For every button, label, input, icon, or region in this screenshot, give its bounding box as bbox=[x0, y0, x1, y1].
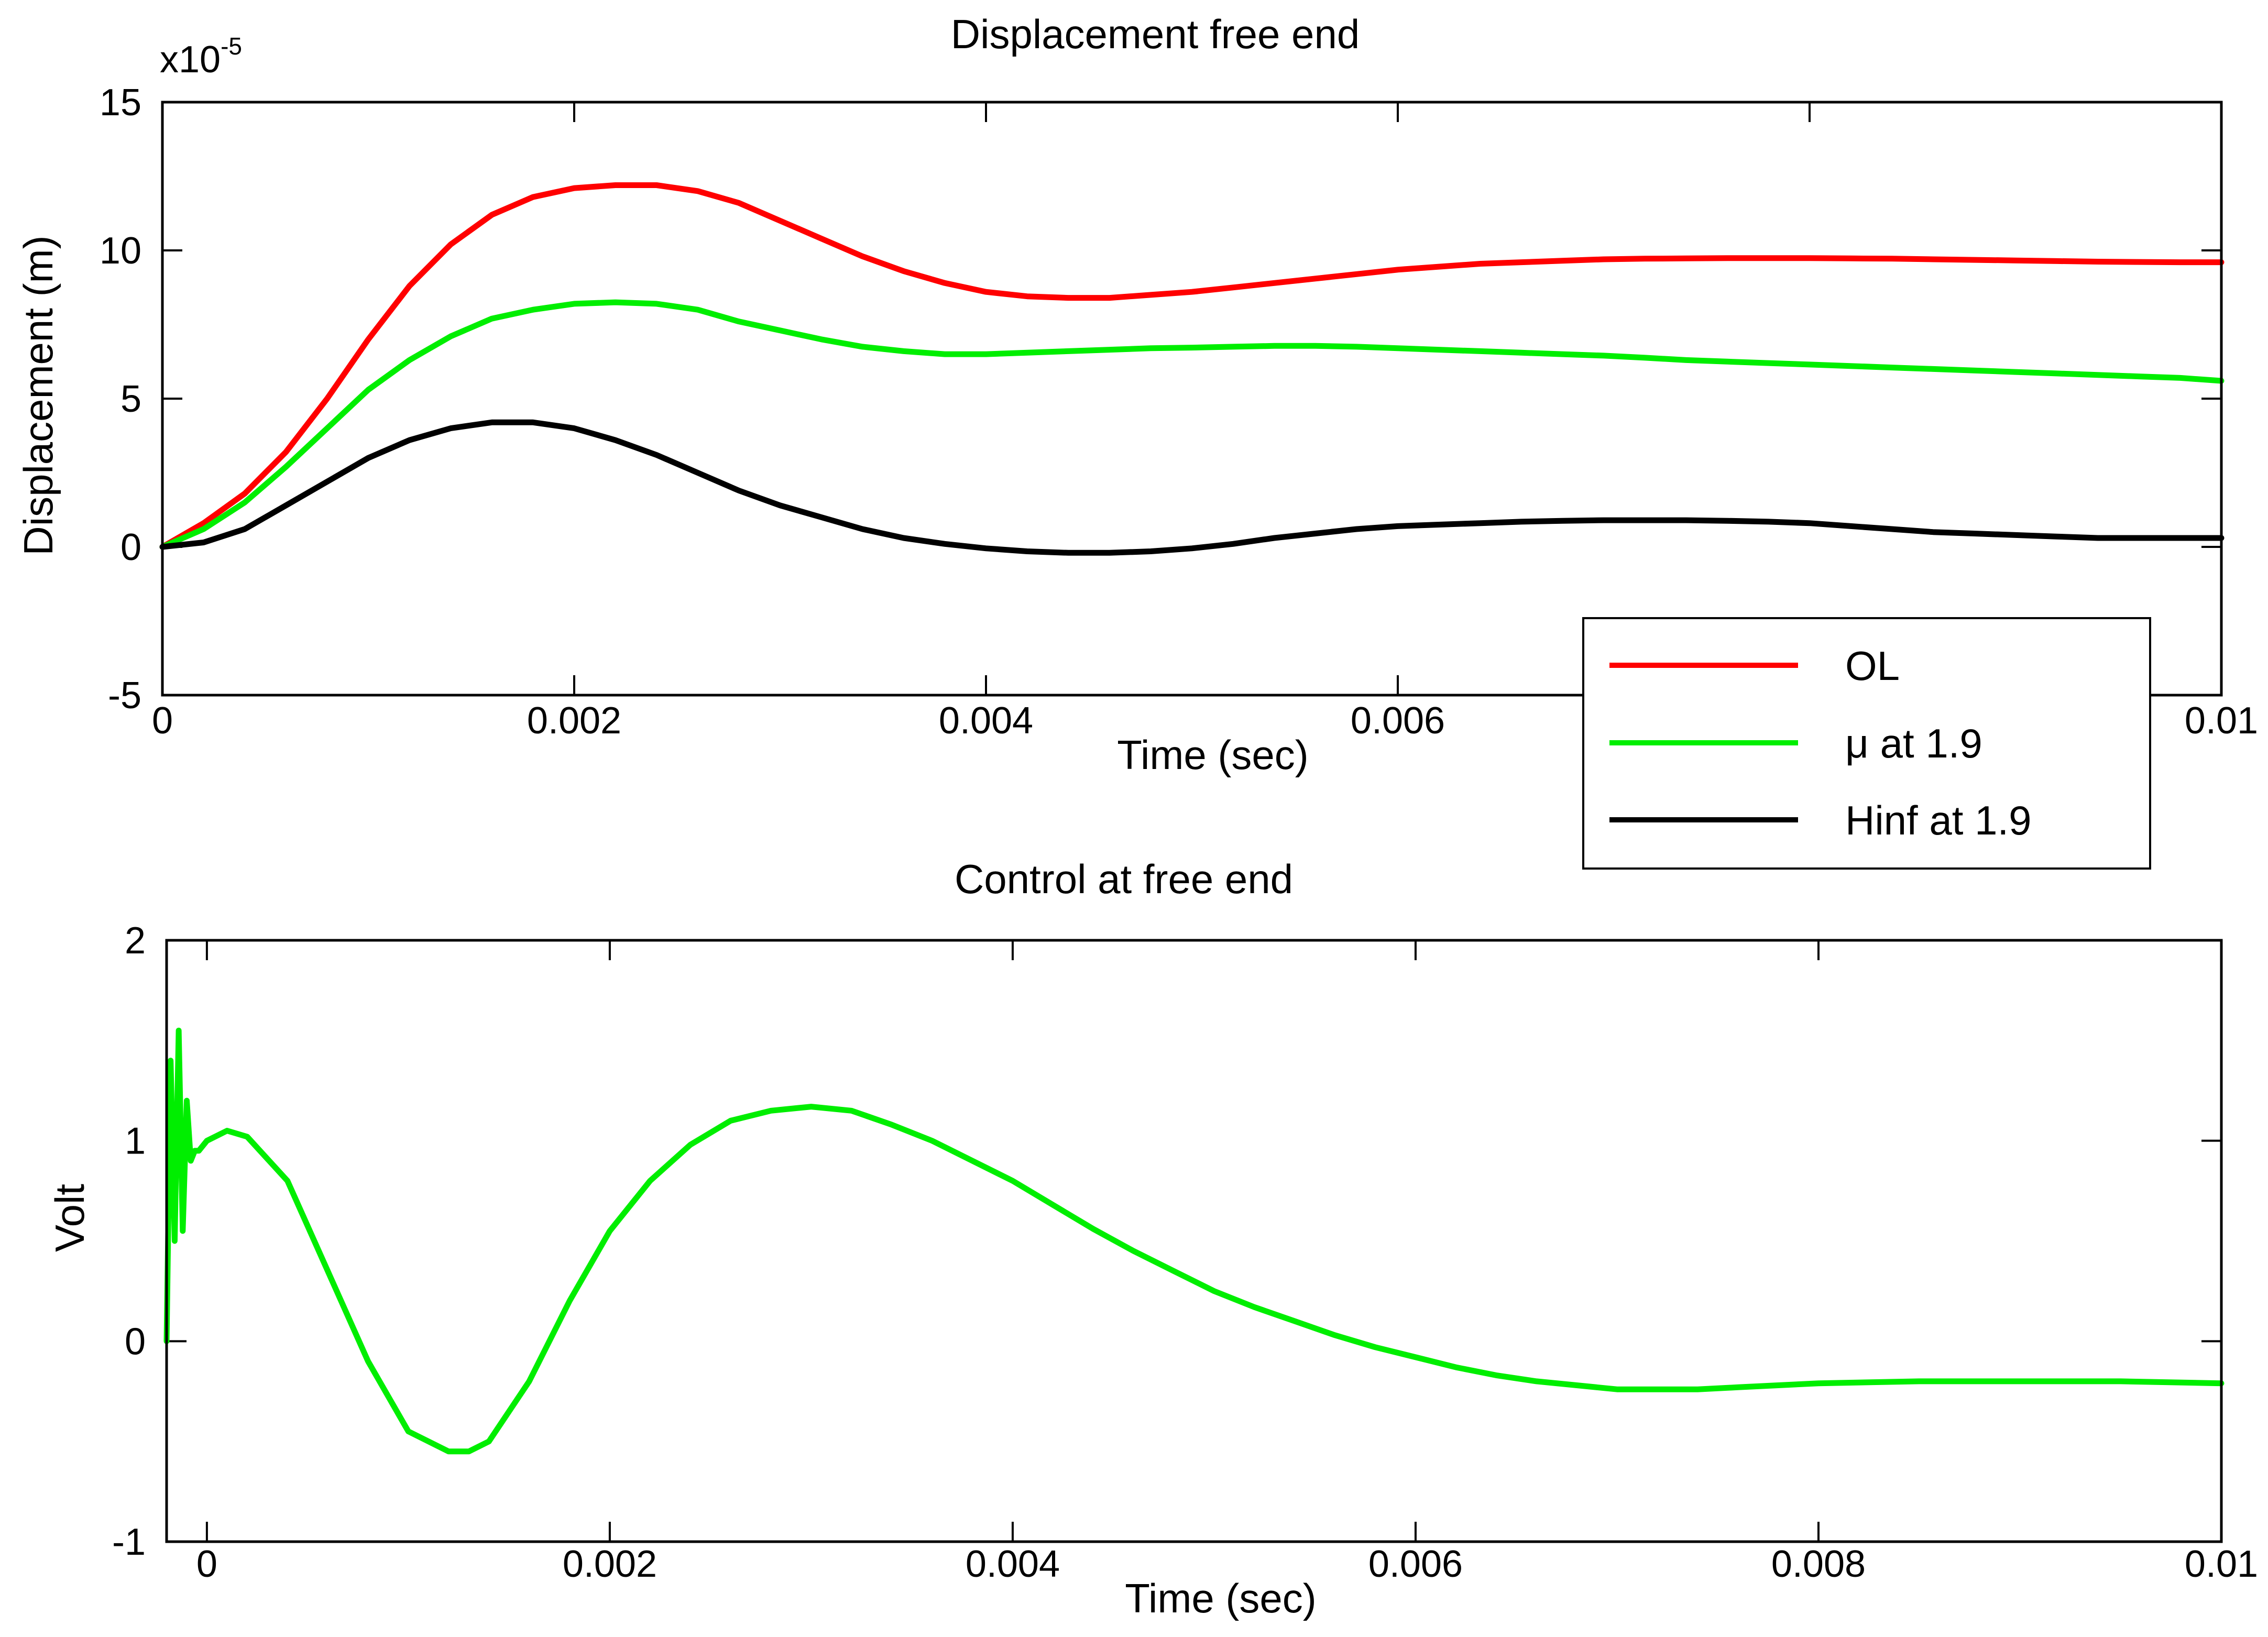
chart1-y-scale-label: x10-5 bbox=[160, 32, 242, 81]
chart1-y-tick-label: 0 bbox=[120, 526, 141, 568]
chart2-series-line-0 bbox=[163, 1027, 2225, 1455]
chart2-x-tick-label: 0.006 bbox=[1368, 1543, 1463, 1585]
chart2-x-tick-label: 0 bbox=[196, 1543, 217, 1585]
chart2-x-tick-label: 0.008 bbox=[1771, 1543, 1866, 1585]
legend-item-ol: OL bbox=[1609, 643, 1900, 689]
displacement-chart: Displacement free end x10-5 Displacement… bbox=[15, 11, 2258, 778]
chart1-x-label: Time (sec) bbox=[1117, 732, 1308, 778]
control-chart: Control at free end Volt Time (sec) 0 0.0… bbox=[47, 856, 2258, 1621]
chart1-y-tick-label: -5 bbox=[108, 675, 141, 717]
chart2-x-tick-label: 0.01 bbox=[2185, 1543, 2258, 1585]
chart2-y-tick-label: 2 bbox=[125, 920, 146, 962]
legend-label-hinf: Hinf at 1.9 bbox=[1845, 797, 2032, 843]
chart2-y-tick-label: 1 bbox=[125, 1120, 146, 1162]
chart2-y-label: Volt bbox=[47, 1184, 93, 1252]
chart1-x-tick-label: 0.004 bbox=[939, 700, 1033, 742]
chart1-ticks: 0 0.002 0.004 0.006 0.01 -5 0 5 10 15 bbox=[100, 82, 2258, 742]
chart1-series-line-1 bbox=[159, 299, 2225, 550]
chart1-y-tick-label: 5 bbox=[120, 378, 141, 420]
chart1-y-tick-label: 15 bbox=[100, 82, 141, 124]
legend-item-hinf: Hinf at 1.9 bbox=[1609, 797, 2032, 843]
chart1-lines bbox=[159, 182, 2225, 556]
chart2-title: Control at free end bbox=[955, 856, 1293, 902]
chart1-series-line-2 bbox=[159, 419, 2225, 556]
chart2-y-tick-label: 0 bbox=[125, 1321, 146, 1363]
chart1-x-tick-label: 0.006 bbox=[1351, 700, 1445, 742]
chart1-x-tick-label: 0 bbox=[152, 700, 173, 742]
legend: OL μ at 1.9 Hinf at 1.9 bbox=[1582, 617, 2151, 870]
chart2-plot-frame bbox=[165, 939, 2223, 1543]
legend-label-ol: OL bbox=[1845, 643, 1900, 689]
chart1-plot-frame bbox=[161, 101, 2223, 697]
chart1-title: Displacement free end bbox=[951, 11, 1360, 57]
chart2-x-tick-label: 0.004 bbox=[966, 1543, 1060, 1585]
legend-item-mu: μ at 1.9 bbox=[1609, 720, 1982, 766]
chart2-y-tick-label: -1 bbox=[112, 1521, 146, 1563]
chart1-x-tick-label: 0.002 bbox=[527, 700, 621, 742]
chart1-series-line-0 bbox=[159, 182, 2225, 550]
chart1-y-label: Displacement (m) bbox=[15, 235, 61, 555]
chart1-x-tick-label: 0.01 bbox=[2185, 700, 2258, 742]
chart2-x-label: Time (sec) bbox=[1125, 1575, 1316, 1621]
chart1-y-tick-label: 10 bbox=[100, 230, 141, 272]
legend-label-mu: μ at 1.9 bbox=[1845, 720, 1982, 766]
chart2-lines bbox=[163, 1027, 2225, 1455]
chart2-x-tick-label: 0.002 bbox=[563, 1543, 657, 1585]
chart2-ticks: 0 0.002 0.004 0.006 0.008 0.01 -1 0 1 2 bbox=[112, 920, 2258, 1585]
